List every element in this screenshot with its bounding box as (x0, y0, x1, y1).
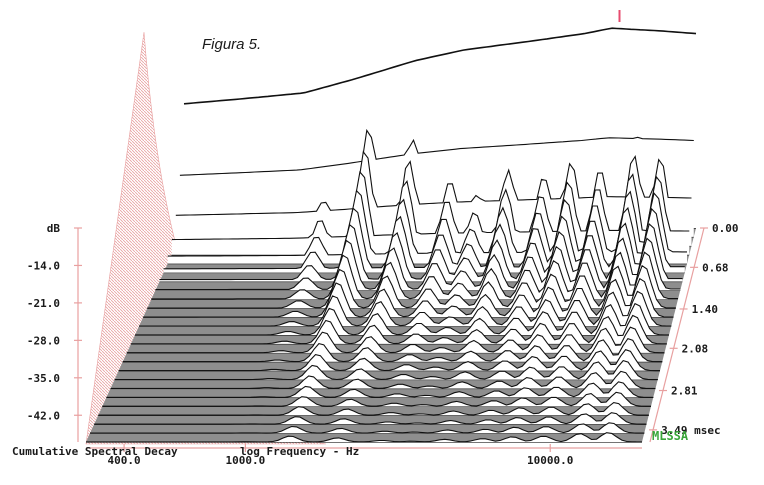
time-tick-label: 0.00 (712, 222, 739, 235)
time-axis-line (649, 227, 705, 443)
x-tick-label: 400.0 (108, 454, 141, 467)
decay-slice-curve (143, 277, 674, 318)
decay-slice-fill (118, 349, 660, 371)
chart-title: Cumulative Spectral Decay (12, 445, 178, 458)
decay-slice-fill (114, 360, 658, 380)
x-tick-label: 10000.0 (527, 454, 573, 467)
decay-slice-curve (147, 264, 676, 309)
time-tick-label: 3.49 msec (661, 424, 721, 437)
decay-slice-fill (102, 392, 652, 407)
decay-slice-curve (86, 432, 642, 443)
time-tick-label: 2.08 (682, 342, 709, 355)
decay-slice-curve (155, 237, 681, 291)
decay-slice-curve (102, 391, 651, 407)
axes: dB -14.0 -21.0 -28.0 -35.0 -42.0 400.0 1000.0 10… (27, 10, 739, 467)
time-tick-label: 0.68 (702, 261, 729, 274)
decay-slice-curve (159, 222, 683, 281)
x-axis-label: log Frequency - Hz (240, 445, 359, 458)
decay-slice-curve (130, 314, 667, 345)
decay-slice-curve (167, 189, 687, 257)
decay-slice-curve (114, 359, 658, 381)
first-slice-curve (183, 27, 697, 105)
y-tick-label: dB (47, 222, 61, 235)
decay-slice-curve (151, 251, 678, 300)
decay-slice-fill (126, 327, 665, 353)
decay-slices (86, 27, 697, 443)
decay-slice-fill (130, 315, 667, 344)
y-tick-label: -21.0 (27, 297, 60, 310)
decay-slice-fill (106, 381, 654, 398)
decay-slice-curve (90, 422, 645, 434)
decay-slice-curve (126, 326, 665, 354)
decay-slice-fill (135, 303, 669, 335)
x-tick-label: 1000.0 (226, 454, 266, 467)
y-tick-label: -42.0 (27, 409, 60, 422)
decay-slice-fill (122, 338, 663, 362)
decay-slice-curve (110, 370, 656, 390)
decay-slice-curve (106, 381, 654, 398)
decay-slice-fill (110, 371, 656, 389)
decay-slice-curve (98, 402, 649, 416)
decay-slice-curve (118, 349, 660, 372)
y-tick-label: -14.0 (27, 259, 60, 272)
y-tick-label: -28.0 (27, 334, 60, 347)
time-tick-label: 1.40 (692, 303, 719, 316)
figure-caption: Figura 5. (202, 36, 261, 53)
y-tick-label: -35.0 (27, 372, 60, 385)
decay-slice-curve (175, 150, 692, 216)
decay-slice-curve (139, 290, 672, 327)
time-tick-label: 2.81 (671, 385, 698, 398)
decay-slice-curve (163, 206, 685, 270)
decay-slice-curve (171, 170, 690, 241)
decay-slice-curve (94, 412, 647, 425)
mlssa-brand: MLSSA (652, 429, 689, 443)
decay-slice-curve (135, 302, 669, 336)
decay-slice-curve (179, 128, 694, 176)
decay-slice-curve (122, 337, 663, 363)
